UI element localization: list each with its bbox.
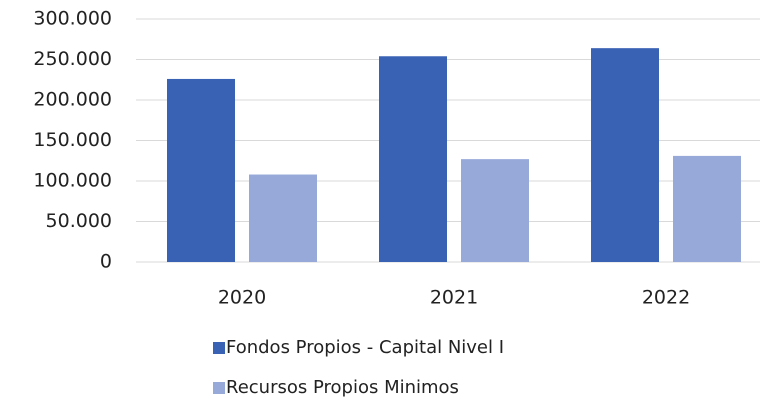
bar	[249, 174, 317, 262]
y-tick-label: 150.000	[33, 129, 112, 151]
y-tick-label: 250.000	[33, 48, 112, 70]
x-tick-label: 2020	[218, 287, 266, 309]
x-tick-label: 2022	[642, 287, 690, 309]
x-tick-label: 2021	[430, 287, 478, 309]
bar	[379, 56, 447, 263]
y-tick-label: 200.000	[33, 89, 112, 111]
bar	[591, 48, 659, 262]
legend-swatch	[213, 382, 225, 394]
y-tick-label: 0	[100, 251, 112, 273]
legend: Fondos Propios - Capital Nivel I Recursos…	[213, 337, 504, 398]
y-tick-label: 50.000	[46, 210, 112, 232]
bar	[461, 159, 529, 262]
legend-label: Recursos Propios Minimos	[226, 377, 459, 398]
y-tick-label: 100.000	[33, 170, 112, 192]
bar	[167, 78, 235, 262]
legend-label: Fondos Propios - Capital Nivel I	[226, 337, 504, 358]
y-tick-label: 300.000	[33, 8, 112, 30]
bar	[673, 155, 741, 262]
legend-swatch	[213, 342, 225, 354]
